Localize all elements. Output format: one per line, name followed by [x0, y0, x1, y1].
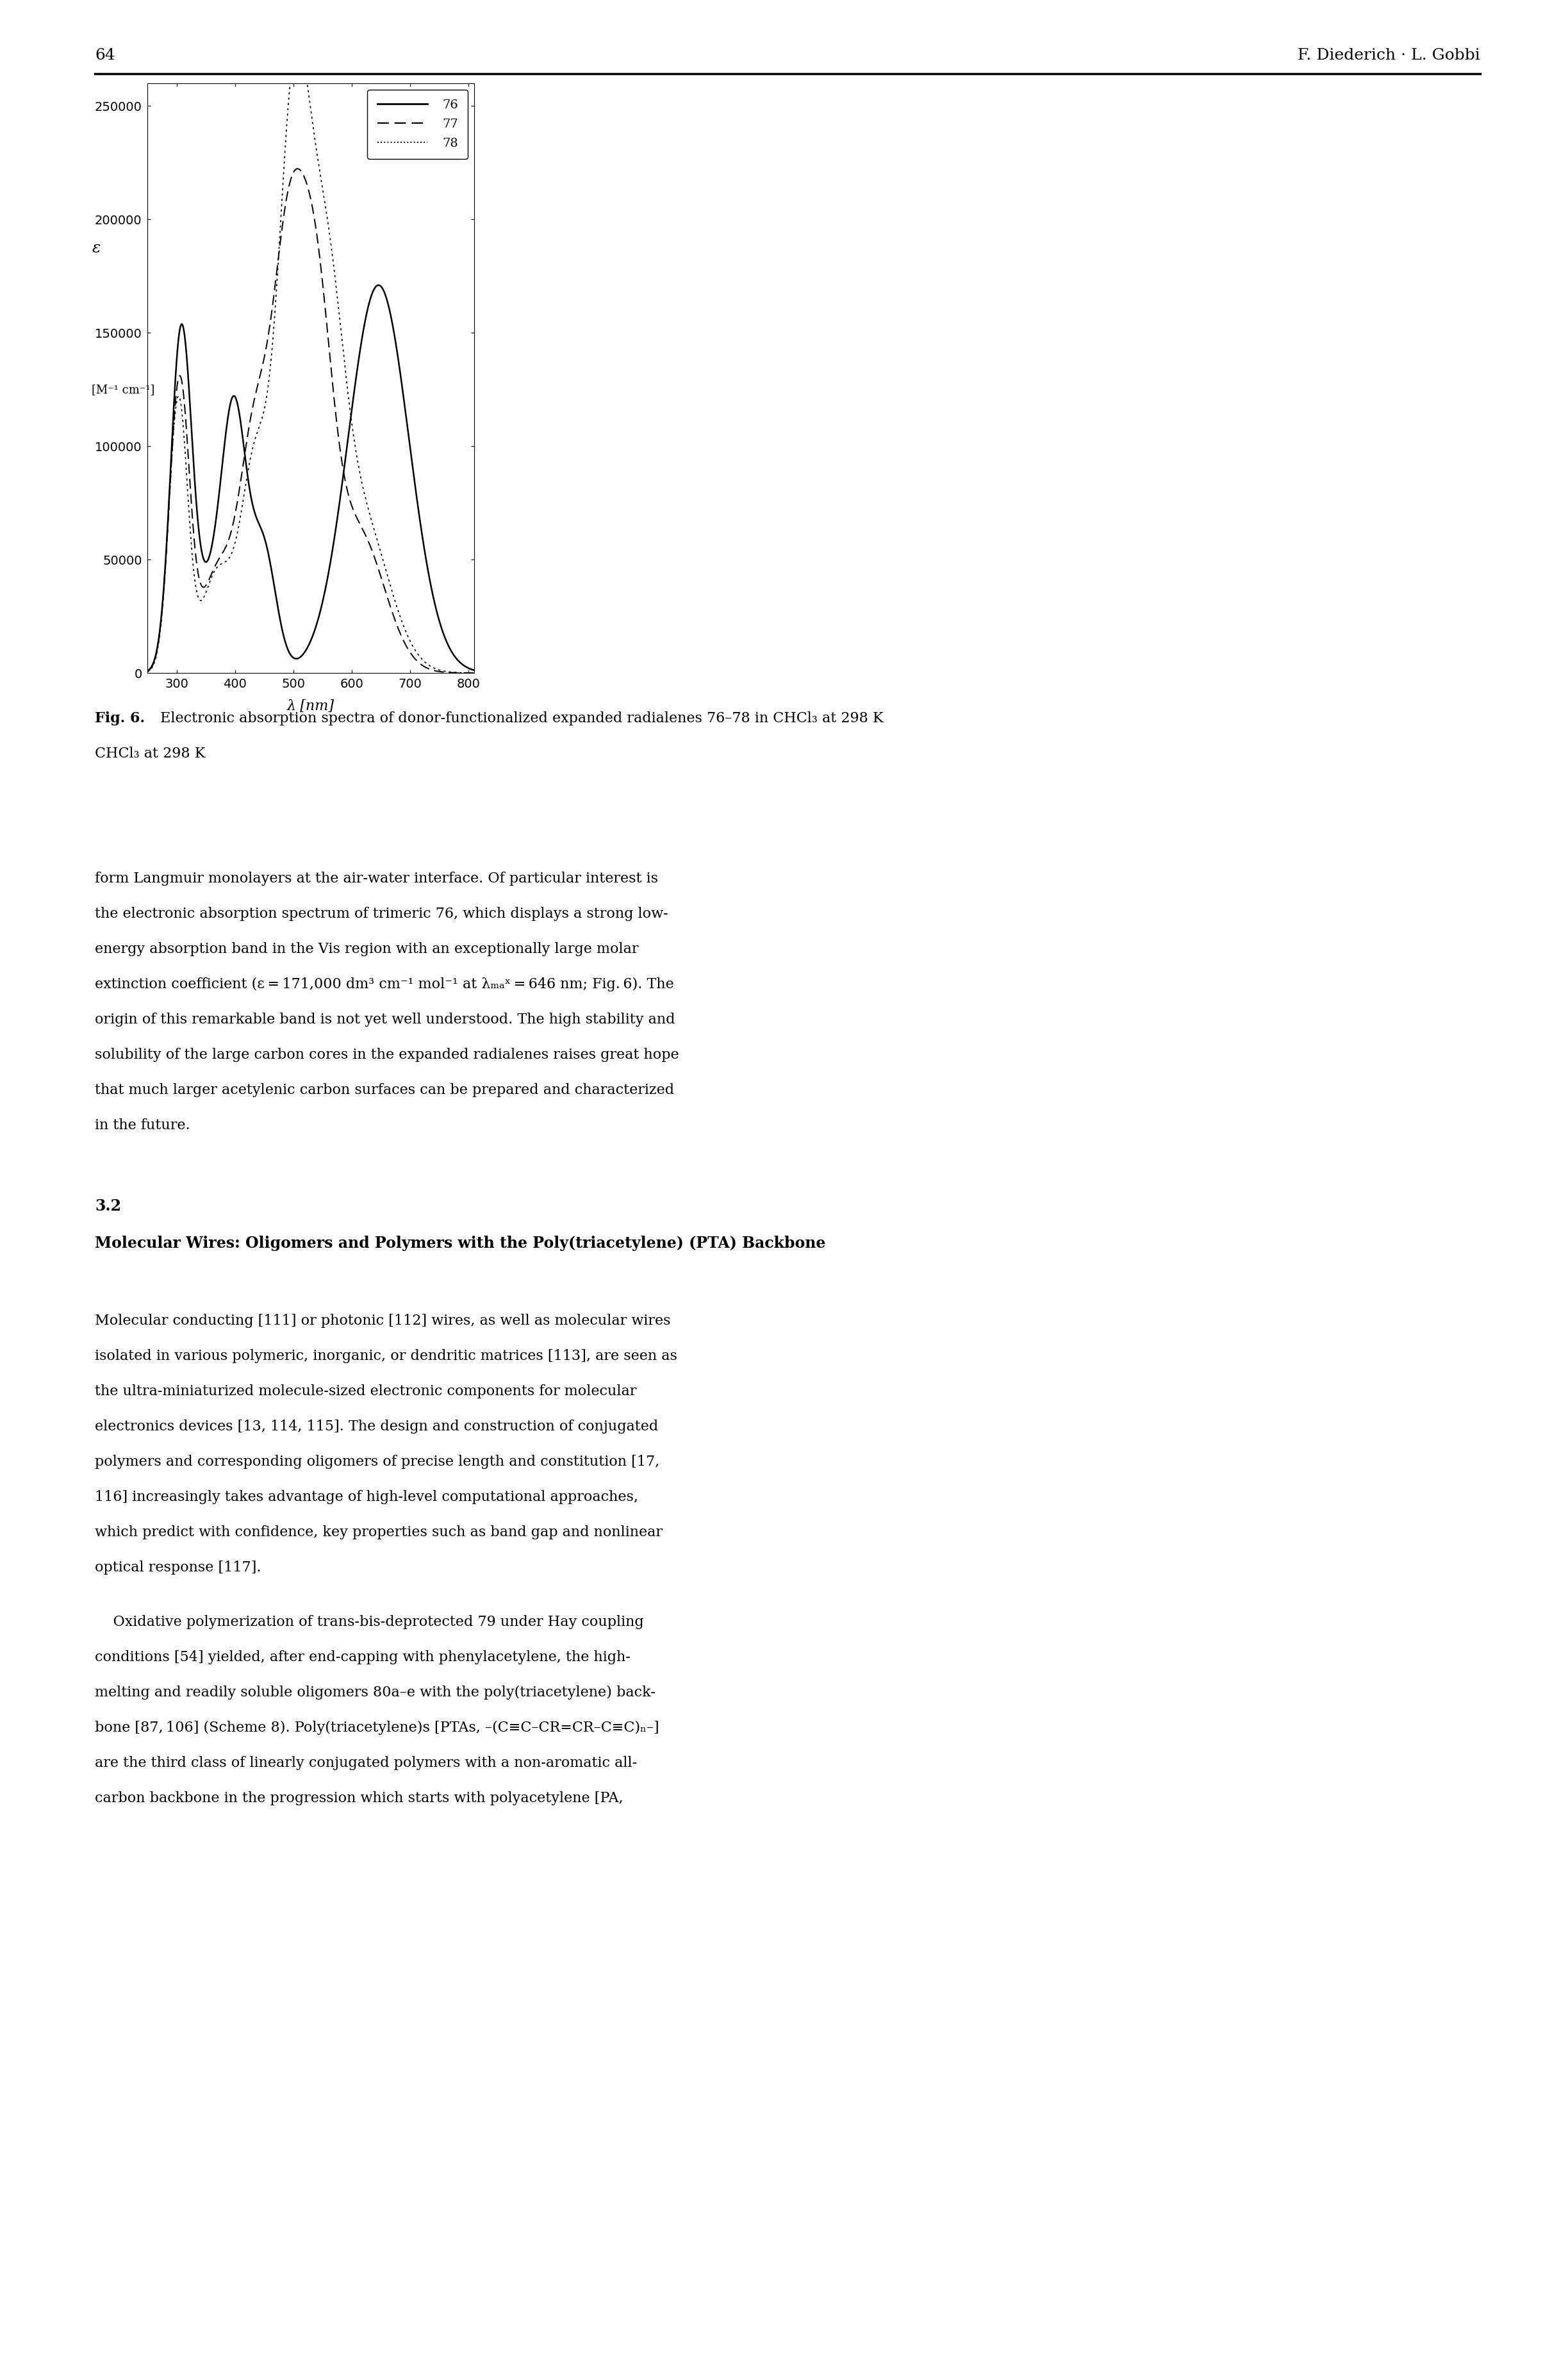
Text: carbon backbone in the progression which starts with polyacetylene [PA,: carbon backbone in the progression which… [94, 1792, 622, 1807]
Text: in the future.: in the future. [94, 1117, 190, 1131]
Text: 64: 64 [94, 48, 114, 62]
Text: 116] increasingly takes advantage of high-level computational approaches,: 116] increasingly takes advantage of hig… [94, 1490, 638, 1505]
Text: Fig. 6.: Fig. 6. [94, 711, 144, 725]
Text: energy absorption band in the Vis region with an exceptionally large molar: energy absorption band in the Vis region… [94, 941, 638, 956]
Text: that much larger acetylenic carbon surfaces can be prepared and characterized: that much larger acetylenic carbon surfa… [94, 1084, 674, 1098]
Text: polymers and corresponding oligomers of precise length and constitution [17,: polymers and corresponding oligomers of … [94, 1455, 660, 1469]
Legend: 76, 77, 78: 76, 77, 78 [367, 90, 467, 159]
Text: CHCl₃ at 298 K: CHCl₃ at 298 K [94, 746, 205, 761]
Text: the ultra-miniaturized molecule-sized electronic components for molecular: the ultra-miniaturized molecule-sized el… [94, 1383, 637, 1398]
Text: solubility of the large carbon cores in the expanded radialenes raises great hop: solubility of the large carbon cores in … [94, 1048, 679, 1063]
Text: 3.2: 3.2 [94, 1198, 121, 1215]
Text: extinction coefficient (ε = 171,000 dm³ cm⁻¹ mol⁻¹ at λₘₐˣ = 646 nm; Fig. 6). Th: extinction coefficient (ε = 171,000 dm³ … [94, 977, 674, 991]
Text: the electronic absorption spectrum of trimeric 76, which displays a strong low-: the electronic absorption spectrum of tr… [94, 908, 668, 920]
Text: bone [87, 106] (Scheme 8). Poly(triacetylene)s [PTAs, –(C≡C–CR=CR–C≡C)ₙ–]: bone [87, 106] (Scheme 8). Poly(triacety… [94, 1721, 659, 1735]
X-axis label: λ [nm]: λ [nm] [287, 699, 334, 713]
Text: melting and readily soluble oligomers 80a–e with the poly(triacetylene) back-: melting and readily soluble oligomers 80… [94, 1685, 655, 1700]
Text: conditions [54] yielded, after end-capping with phenylacetylene, the high-: conditions [54] yielded, after end-cappi… [94, 1650, 630, 1664]
Text: electronics devices [13, 114, 115]. The design and construction of conjugated: electronics devices [13, 114, 115]. The … [94, 1419, 659, 1433]
Text: Molecular conducting [111] or photonic [112] wires, as well as molecular wires: Molecular conducting [111] or photonic [… [94, 1314, 671, 1329]
Text: which predict with confidence, key properties such as band gap and nonlinear: which predict with confidence, key prope… [94, 1526, 663, 1540]
Text: [M⁻¹ cm⁻¹]: [M⁻¹ cm⁻¹] [93, 385, 155, 395]
Text: ε: ε [93, 240, 100, 257]
Text: form Langmuir monolayers at the air-water interface. Of particular interest is: form Langmuir monolayers at the air-wate… [94, 872, 659, 887]
Text: F. Diederich · L. Gobbi: F. Diederich · L. Gobbi [1298, 48, 1480, 62]
Text: isolated in various polymeric, inorganic, or dendritic matrices [113], are seen : isolated in various polymeric, inorganic… [94, 1350, 677, 1362]
Text: optical response [117].: optical response [117]. [94, 1562, 262, 1574]
Text: Electronic absorption spectra of donor-functionalized expanded radialenes 76–78 : Electronic absorption spectra of donor-f… [155, 711, 883, 725]
Text: Molecular Wires: Oligomers and Polymers with the Poly(triacetylene) (PTA) Backbo: Molecular Wires: Oligomers and Polymers … [94, 1236, 826, 1250]
Text: are the third class of linearly conjugated polymers with a non-aromatic all-: are the third class of linearly conjugat… [94, 1757, 637, 1771]
Text: Oxidative polymerization of trans-bis-deprotected 79 under Hay coupling: Oxidative polymerization of trans-bis-de… [94, 1614, 644, 1628]
Text: origin of this remarkable band is not yet well understood. The high stability an: origin of this remarkable band is not ye… [94, 1013, 676, 1027]
